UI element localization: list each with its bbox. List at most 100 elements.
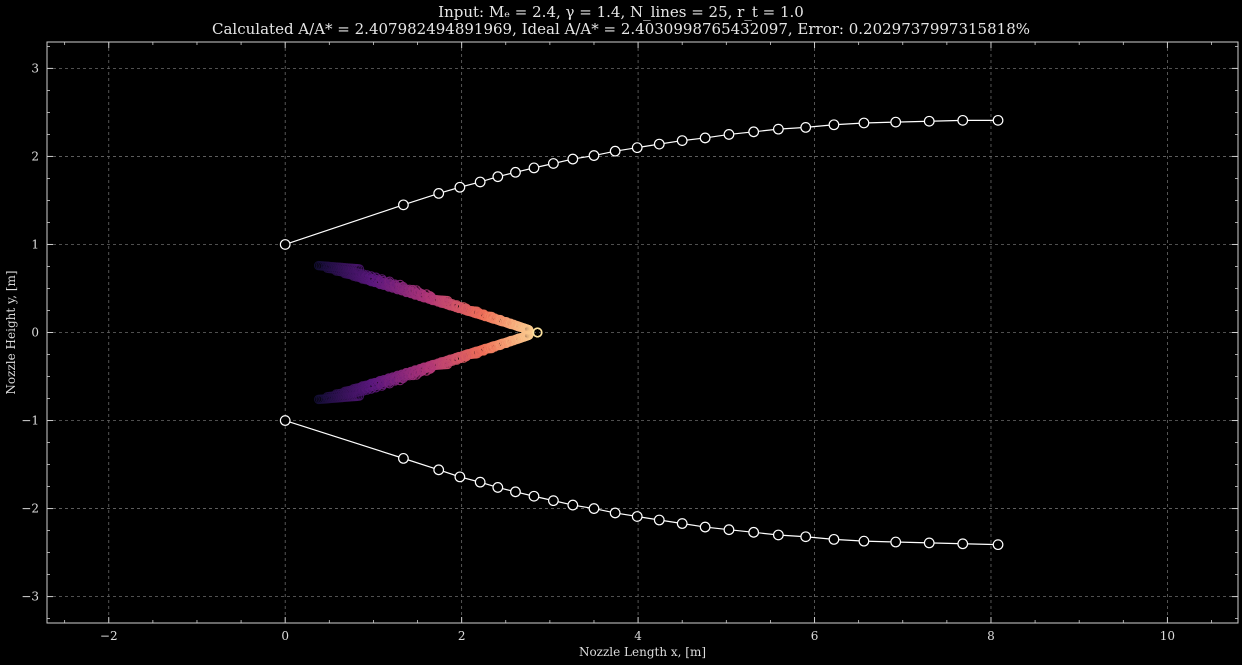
mesh-point [426,363,436,374]
upper-wall-point [433,188,445,199]
lower-wall-point [631,511,643,522]
characteristic-mesh [313,260,543,405]
lower-wall-point [748,526,760,538]
y-axis-label: Nozzle Height y, [m] [4,270,18,394]
lower-wall-point [772,529,784,541]
upper-wall-point [992,114,1004,126]
upper-wall-point [748,126,760,138]
upper-wall-point [957,114,969,126]
mesh-point [384,276,395,286]
lower-wall-point [510,486,521,498]
x-tick-label: 4 [634,629,642,643]
y-tick-label: −1 [21,414,39,428]
y-tick-label: −2 [21,502,39,516]
x-tick-label: 0 [281,629,289,643]
upper-wall-point [723,129,735,140]
mesh-point [442,295,453,306]
grid-lines [47,42,1238,623]
x-tick-label: 10 [1160,629,1175,643]
x-tick-label: 6 [811,629,819,643]
lower-wall-point [890,536,902,548]
mesh-point [452,355,462,365]
upper-wall-point [858,117,870,129]
lower-wall-point [492,482,504,493]
mesh-point [362,385,372,395]
mesh-point [395,375,405,386]
mesh-point [452,300,462,310]
x-tick-label: 8 [987,629,995,643]
mesh-point [371,382,381,393]
upper-wall-point [828,119,840,131]
upper-wall-point [528,162,540,174]
upper-wall-point [800,121,812,133]
lower-wall-line [285,419,999,546]
upper-wall-point [890,116,902,128]
chart-title-line-1: Input: Mₑ = 2.4, γ = 1.4, N_lines = 25, … [438,3,804,21]
mesh-point [404,284,415,295]
mesh-point [458,353,469,363]
upper-wall-point [547,158,559,169]
lower-wall-point [653,514,665,526]
lower-wall-point [992,539,1004,551]
upper-wall-point [510,166,521,178]
mesh-point [395,279,405,290]
mesh-point [354,264,365,274]
upper-wall-point [474,176,486,188]
mesh-point [354,391,365,401]
lower-wall-point [398,452,409,464]
upper-wall-point [588,150,600,161]
upper-wall-point [279,239,291,250]
x-axis-label: Nozzle Length x, [m] [579,645,706,659]
mesh-point [495,340,506,351]
lower-wall-point [433,464,445,476]
mesh-point [442,359,453,370]
lower-wall-point [528,490,540,502]
upper-wall-line [285,119,999,246]
upper-wall-point [492,171,504,183]
mesh-point [411,285,422,295]
upper-wall-point [567,153,579,165]
mesh-point [384,379,395,389]
mesh-point [472,349,482,359]
x-tick-label: 2 [458,629,466,643]
y-tick-label: 2 [31,149,39,163]
y-tick-label: 0 [31,326,39,340]
chart-title-line-2: Calculated A/A* = 2.407982494891969, Ide… [212,20,1030,38]
mesh-point [486,311,497,322]
mesh-point [472,306,482,316]
mesh-point [458,302,469,312]
lower-wall-point [923,537,935,549]
mesh-point [404,370,415,381]
mesh-point [362,270,372,280]
lower-wall-point [858,535,870,547]
lower-wall-point [567,499,579,511]
upper-wall-point [923,115,935,127]
upper-wall-point [609,145,621,157]
mesh-point [366,271,376,281]
mesh-point [501,338,512,348]
upper-wall-point [772,123,784,135]
lower-wall-point [474,476,486,488]
mesh-point [505,318,516,329]
lower-wall-point [957,538,969,550]
x-tick-label: −2 [100,629,118,643]
mesh-point [495,314,506,325]
upper-wall-point [454,181,466,193]
mesh-point [411,370,422,380]
upper-wall-point [398,199,409,211]
mesh-point [371,272,381,283]
lower-wall-point [547,495,559,507]
mesh-point [426,291,436,302]
lower-wall-point [800,531,812,543]
upper-wall-point [699,132,711,144]
mesh-point [532,327,543,338]
mesh-point [408,370,418,381]
mesh-point [398,281,408,292]
mesh-point [408,284,418,295]
mesh-point [501,317,512,327]
lower-wall-point [676,518,688,529]
upper-wall-point [631,142,643,154]
mesh-point [486,343,497,354]
lower-wall-point [828,533,840,545]
